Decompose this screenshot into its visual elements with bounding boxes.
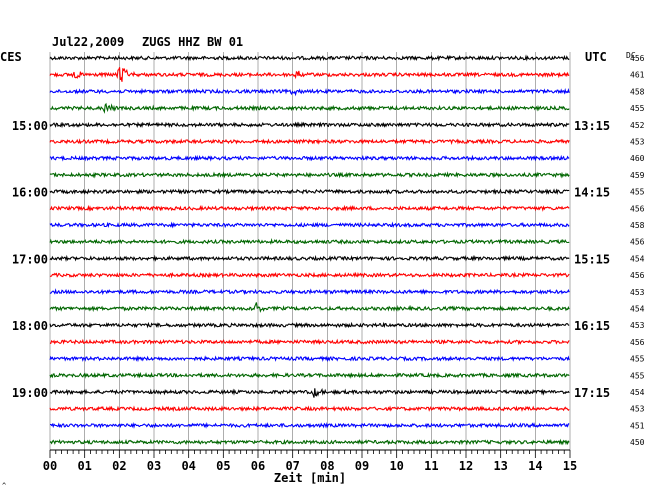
trace-row-3 (49, 102, 570, 114)
dc-value: 458 (630, 221, 645, 230)
dc-value: 453 (630, 405, 645, 414)
trace-row-16 (49, 321, 570, 329)
dc-value: 453 (630, 138, 645, 147)
dc-value: 456 (630, 238, 645, 247)
trace-row-11 (49, 238, 570, 246)
trace-row-12 (49, 254, 570, 263)
dc-values: 456 461 458 455 452 453 460 459 455 456 458 456 454 4… (630, 54, 645, 447)
trace-row-21 (49, 405, 570, 413)
dc-value: 459 (630, 171, 645, 180)
dc-value: 458 (630, 87, 645, 96)
trace-row-13 (49, 271, 570, 279)
trace-row-19 (49, 371, 570, 379)
left-zone-label: CES (0, 50, 22, 64)
dc-value: 460 (630, 154, 645, 163)
minute-grid (49, 52, 571, 450)
station-label: ZUGS HHZ BW 01 (142, 35, 243, 49)
dc-value: 454 (630, 388, 645, 397)
trace-row-22 (50, 421, 570, 429)
dc-value: 455 (630, 104, 645, 113)
x-tick-label-07: 07 (285, 459, 299, 473)
right-time-label: 15:15 (574, 252, 610, 266)
x-tick-label-09: 09 (355, 459, 369, 473)
dc-value: 450 (630, 438, 645, 447)
x-tick-label-13: 13 (493, 459, 507, 473)
left-time-label: 16:00 (12, 186, 48, 200)
dc-value: 461 (630, 71, 645, 80)
traces (49, 54, 570, 446)
dc-value: 453 (630, 321, 645, 330)
x-axis-label: Zeit [min] (274, 471, 346, 485)
trace-row-7 (49, 171, 570, 179)
trace-row-9 (49, 204, 570, 212)
left-time-label: 18:00 (12, 319, 48, 333)
dc-value: 456 (630, 271, 645, 280)
trace-row-20 (49, 388, 570, 398)
x-tick-label-10: 10 (389, 459, 403, 473)
right-zone-label: UTC (585, 50, 607, 64)
dc-label: DC (626, 51, 636, 60)
x-tick-label-08: 08 (320, 459, 334, 473)
x-tick-label-04: 04 (181, 459, 195, 473)
x-tick-label-05: 05 (216, 459, 230, 473)
dc-value: 452 (630, 121, 645, 130)
trace-row-1 (49, 67, 570, 82)
dc-value: 454 (630, 254, 645, 263)
trace-row-15 (49, 302, 570, 313)
trace-row-14 (49, 288, 570, 296)
left-time-labels: 15:00 16:00 17:00 18:00 19:00 (12, 119, 48, 400)
right-time-label: 14:15 (574, 186, 610, 200)
left-time-label: 15:00 (12, 119, 48, 133)
trace-row-18 (49, 354, 570, 363)
trace-row-10 (49, 221, 570, 229)
right-time-label: 13:15 (574, 119, 610, 133)
trace-row-6 (49, 154, 570, 162)
dc-value: 455 (630, 371, 645, 380)
footnote-mark: ^ (2, 482, 6, 490)
dc-value: 456 (630, 338, 645, 347)
trace-row-2 (49, 87, 570, 97)
dc-value: 456 (630, 204, 645, 213)
x-tick-label-12: 12 (459, 459, 473, 473)
dc-value: 453 (630, 288, 645, 297)
date-label: Jul22,2009 (52, 35, 124, 49)
dc-value: 455 (630, 355, 645, 364)
x-tick-label-02: 02 (112, 459, 126, 473)
x-tick-label-06: 06 (251, 459, 265, 473)
x-tick-label-00: 00 (43, 459, 57, 473)
trace-row-17 (49, 338, 570, 346)
x-tick-label-15: 15 (563, 459, 577, 473)
x-tick-label-11: 11 (424, 459, 438, 473)
trace-row-23 (49, 438, 570, 446)
trace-row-8 (49, 188, 570, 196)
right-time-label: 16:15 (574, 319, 610, 333)
dc-value: 454 (630, 305, 645, 314)
dc-value: 451 (630, 421, 645, 430)
trace-row-5 (49, 137, 570, 145)
x-axis: 00 01 02 03 04 05 06 07 08 09 10 11 12 13 14 15 (43, 449, 577, 473)
left-time-label: 19:00 (12, 386, 48, 400)
dc-value: 455 (630, 188, 645, 197)
trace-row-0 (49, 54, 570, 62)
right-time-labels: 13:15 14:15 15:15 16:15 17:15 (574, 119, 610, 400)
x-tick-label-14: 14 (528, 459, 542, 473)
x-tick-label-01: 01 (77, 459, 91, 473)
trace-row-4 (49, 121, 570, 129)
left-time-label: 17:00 (12, 252, 48, 266)
right-time-label: 17:15 (574, 386, 610, 400)
dc-value: 456 (630, 54, 645, 63)
x-tick-label-03: 03 (147, 459, 161, 473)
